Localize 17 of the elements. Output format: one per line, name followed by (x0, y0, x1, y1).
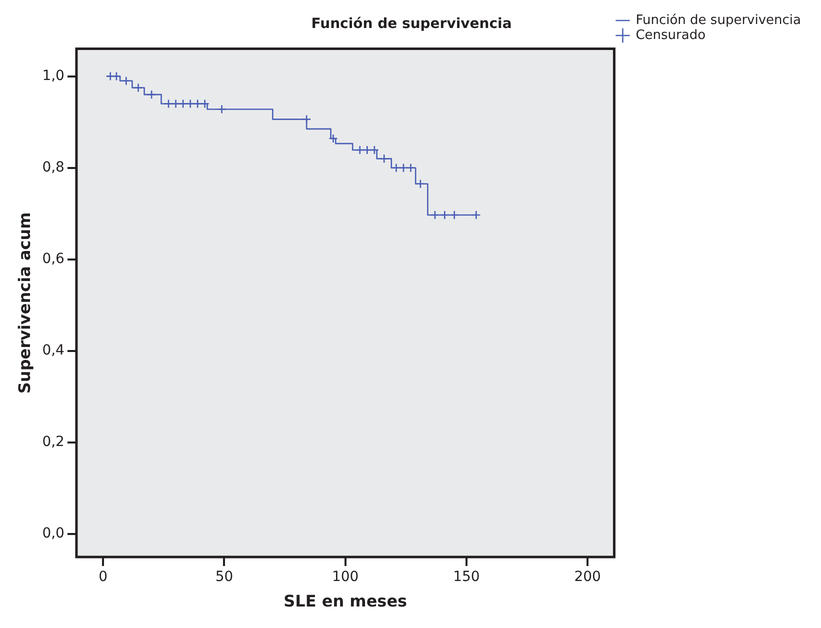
legend-label: Función de supervivencia (636, 12, 801, 28)
y-tick-label: 0,0 (42, 526, 64, 542)
x-tick-label: 200 (574, 569, 601, 586)
y-axis-title: Supervivencia acum (14, 212, 34, 394)
y-tick-label: 0,4 (42, 342, 65, 359)
y-tick-label: 1,0 (42, 68, 64, 84)
y-tick-label: 0,2 (42, 434, 64, 450)
y-tick-label: 0,6 (42, 251, 65, 268)
chart-title: Función de supervivencia (311, 16, 512, 32)
x-axis-title: SLE en meses (284, 592, 408, 611)
point (328, 134, 338, 144)
legend-label: Censurado (636, 28, 706, 43)
y-tick-label: 0,8 (42, 159, 64, 176)
x-tick-label: 100 (332, 569, 359, 586)
x-tick-label: 0 (98, 569, 108, 586)
x-tick-label: 50 (215, 569, 234, 586)
x-tick-label: 150 (453, 569, 480, 586)
